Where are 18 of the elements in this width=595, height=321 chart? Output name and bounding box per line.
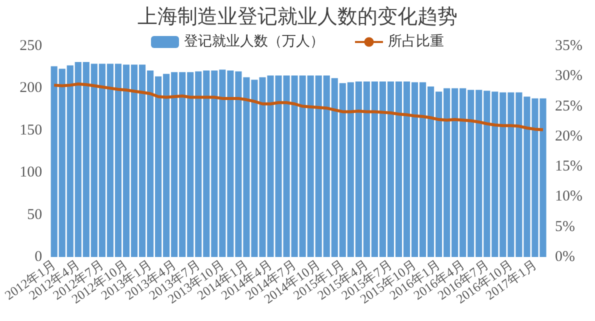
line-series xyxy=(52,82,544,132)
y2-tick-label: 25% xyxy=(555,98,582,114)
legend-label: 所占比重 xyxy=(388,34,444,50)
chart-title: 上海制造业登记就业人数的变化趋势 xyxy=(138,6,458,28)
y2-tick-label: 30% xyxy=(555,68,582,84)
y-tick-label: 150 xyxy=(20,122,42,138)
y-tick-label: 50 xyxy=(27,206,42,223)
y-tick-label: 200 xyxy=(20,80,42,96)
y2-tick-label: 10% xyxy=(555,188,582,205)
y-tick-label: 100 xyxy=(20,164,42,181)
y2-tick-label: 20% xyxy=(555,128,582,144)
y2-tick-label: 5% xyxy=(555,218,575,235)
legend-label: 登记就业人数（万人） xyxy=(184,34,324,50)
y2-tick-label: 15% xyxy=(555,158,582,175)
y-tick-label: 250 xyxy=(20,38,42,54)
y-tick-label: 0 xyxy=(34,249,42,265)
y2-tick-label: 35% xyxy=(555,38,582,54)
y2-tick-label: 0% xyxy=(555,249,575,265)
